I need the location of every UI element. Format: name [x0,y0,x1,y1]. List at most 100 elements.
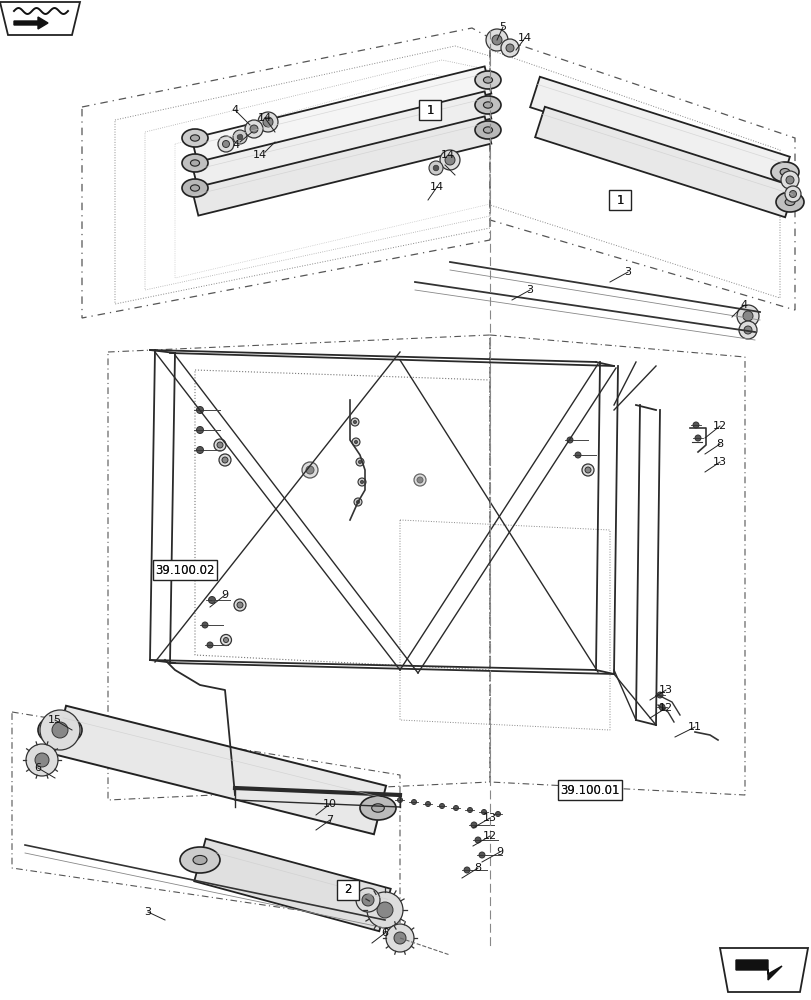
Ellipse shape [784,199,794,206]
FancyBboxPatch shape [337,880,358,900]
Circle shape [486,29,508,51]
Circle shape [453,805,458,810]
Ellipse shape [474,121,500,139]
Circle shape [417,477,423,483]
Ellipse shape [193,855,207,865]
Circle shape [258,112,277,132]
Text: 13: 13 [483,813,496,823]
Ellipse shape [359,796,396,820]
Polygon shape [719,948,807,992]
Text: 2: 2 [344,884,351,896]
Text: 39.100.02: 39.100.02 [155,564,214,576]
Text: 5: 5 [499,22,506,32]
Circle shape [353,420,356,424]
Polygon shape [194,839,390,931]
Text: 10: 10 [323,799,337,809]
Circle shape [566,437,573,443]
Circle shape [302,462,318,478]
Text: 12: 12 [712,421,726,431]
Text: 3: 3 [144,907,152,917]
Circle shape [425,801,430,806]
Circle shape [214,439,225,451]
Circle shape [470,822,476,828]
Circle shape [385,924,414,952]
Polygon shape [530,77,789,187]
Circle shape [440,150,460,170]
Ellipse shape [182,154,208,172]
Text: 1: 1 [616,194,623,207]
Circle shape [360,480,363,484]
Text: 14: 14 [252,150,267,160]
Circle shape [463,867,470,873]
Circle shape [222,141,230,148]
Text: 12: 12 [483,831,496,841]
Text: 1: 1 [426,104,433,117]
Circle shape [692,422,698,428]
Circle shape [217,442,223,448]
Circle shape [245,120,263,138]
Circle shape [358,478,366,486]
Circle shape [439,803,444,808]
Circle shape [780,171,798,189]
Text: 4: 4 [232,140,239,150]
FancyBboxPatch shape [418,100,440,120]
Circle shape [478,852,484,858]
Circle shape [574,452,581,458]
Text: 39.100.01: 39.100.01 [560,784,619,796]
Circle shape [52,722,68,738]
Circle shape [223,638,228,642]
Circle shape [306,466,314,474]
Circle shape [656,692,663,698]
Text: 3: 3 [624,267,631,277]
Circle shape [362,894,374,906]
Circle shape [356,500,359,504]
Circle shape [217,136,234,152]
Text: 39.100.02: 39.100.02 [155,564,214,576]
Circle shape [444,155,454,165]
Circle shape [393,932,406,944]
Ellipse shape [483,77,492,83]
Circle shape [207,642,212,648]
Circle shape [694,435,700,441]
Polygon shape [0,2,80,35]
Circle shape [581,464,594,476]
Circle shape [738,321,756,339]
Ellipse shape [38,715,82,745]
Ellipse shape [770,162,798,182]
Text: 6: 6 [34,763,41,773]
Ellipse shape [779,169,789,176]
Circle shape [397,797,402,802]
Circle shape [40,710,80,750]
FancyBboxPatch shape [608,190,630,210]
Polygon shape [735,960,781,980]
Circle shape [414,474,426,486]
Ellipse shape [191,185,200,191]
Circle shape [233,130,247,144]
Circle shape [500,39,518,57]
Polygon shape [191,116,491,216]
Text: 13: 13 [659,685,672,695]
Circle shape [742,311,752,321]
FancyBboxPatch shape [557,780,621,800]
Text: 8: 8 [474,863,481,873]
Circle shape [481,809,486,814]
Circle shape [234,599,246,611]
Circle shape [26,744,58,776]
Text: 1: 1 [426,104,433,117]
Ellipse shape [775,192,803,212]
Circle shape [351,438,359,446]
Polygon shape [54,706,385,834]
Ellipse shape [191,135,200,141]
Ellipse shape [52,725,67,735]
Polygon shape [191,91,491,191]
Text: 3: 3 [526,285,533,295]
Ellipse shape [483,127,492,133]
Text: 11: 11 [687,722,702,732]
Polygon shape [534,107,794,217]
Circle shape [785,176,793,184]
Ellipse shape [474,96,500,114]
Text: 4: 4 [231,105,238,115]
Circle shape [196,446,204,454]
Ellipse shape [191,160,200,166]
Circle shape [350,418,358,426]
